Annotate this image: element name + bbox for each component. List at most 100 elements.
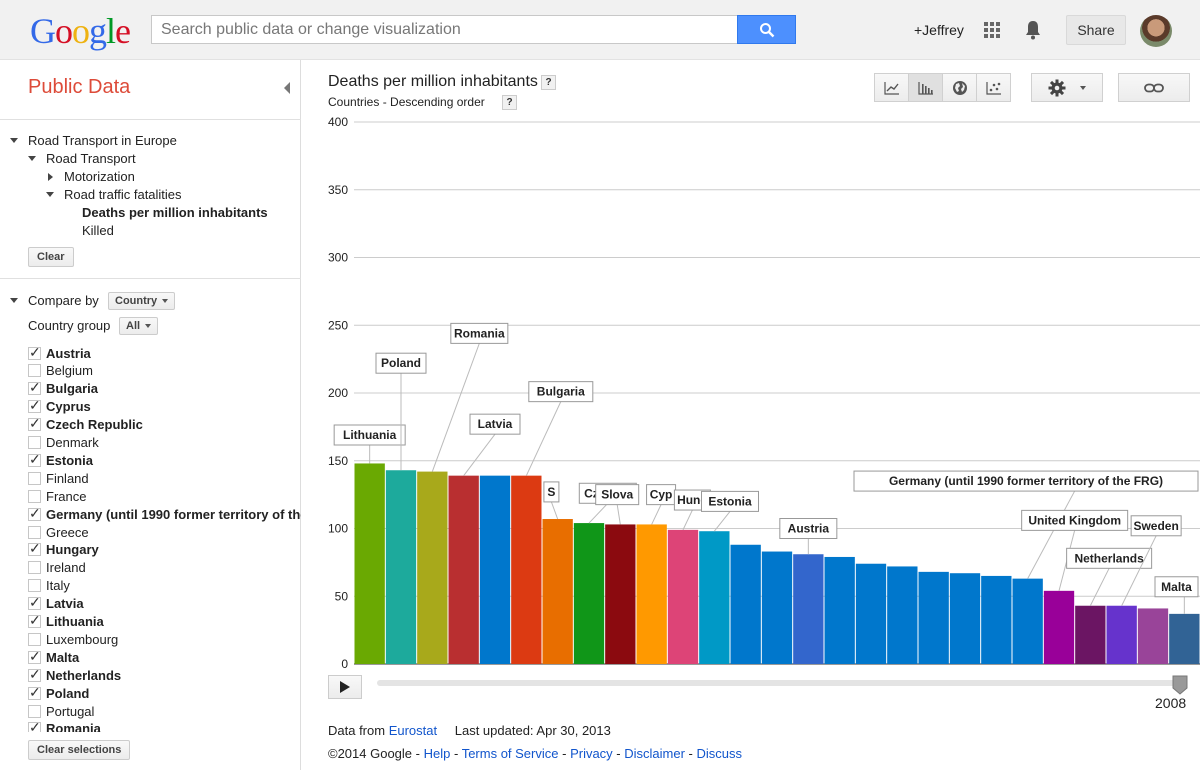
country-item[interactable]: Romania <box>28 719 101 732</box>
checkbox[interactable] <box>28 505 41 522</box>
checkbox[interactable] <box>28 344 41 361</box>
share-button[interactable]: Share <box>1066 15 1126 45</box>
bar[interactable] <box>1012 578 1043 664</box>
country-item[interactable]: France <box>28 487 86 505</box>
country-item[interactable]: Ireland <box>28 559 86 577</box>
tree-item[interactable]: Motorization <box>64 169 135 184</box>
footer-link[interactable]: Discuss <box>696 746 742 761</box>
country-item[interactable]: Netherlands <box>28 666 121 684</box>
checkbox[interactable] <box>28 666 41 683</box>
tree-item[interactable]: Road Transport <box>46 151 136 166</box>
map-button[interactable] <box>942 73 977 102</box>
expand-icon[interactable] <box>28 156 36 161</box>
country-item[interactable]: Estonia <box>28 451 93 469</box>
country-group-dropdown[interactable]: All <box>119 317 159 335</box>
line-chart-button[interactable] <box>874 73 909 102</box>
bar[interactable] <box>1043 590 1075 664</box>
bar[interactable] <box>542 519 573 664</box>
compare-by-dropdown[interactable]: Country <box>108 292 176 310</box>
bar[interactable] <box>511 475 542 664</box>
country-item[interactable]: Bulgaria <box>28 379 98 398</box>
expand-icon[interactable] <box>10 138 18 143</box>
checkbox[interactable] <box>28 415 41 432</box>
country-item[interactable]: Italy <box>28 577 70 595</box>
bar[interactable] <box>699 531 730 664</box>
country-item[interactable]: Denmark <box>28 434 99 452</box>
checkbox[interactable] <box>28 561 41 575</box>
country-item[interactable]: Cyprus <box>28 397 91 416</box>
eurostat-link[interactable]: Eurostat <box>388 723 438 738</box>
checkbox[interactable] <box>28 684 41 701</box>
bar[interactable] <box>479 475 511 664</box>
country-list[interactable]: Austria Belgium Bulgaria Cyprus Czech Republ… <box>28 344 301 732</box>
country-item[interactable]: Luxembourg <box>28 630 118 648</box>
footer-link[interactable]: Disclaimer <box>624 746 685 761</box>
search-button[interactable] <box>737 15 796 44</box>
link-button[interactable] <box>1118 73 1190 102</box>
bell-icon[interactable] <box>1024 19 1042 41</box>
country-item[interactable]: Latvia <box>28 594 84 613</box>
bar[interactable] <box>730 544 761 664</box>
checkbox[interactable] <box>28 379 41 396</box>
checkbox[interactable] <box>28 451 41 468</box>
bar[interactable] <box>636 524 667 664</box>
help-icon[interactable]: ? <box>541 75 556 90</box>
bar[interactable] <box>761 551 793 664</box>
bar[interactable] <box>793 554 824 664</box>
sidebar-title[interactable]: Public Data <box>28 76 131 98</box>
google-logo[interactable]: Google <box>30 10 131 52</box>
checkbox[interactable] <box>28 719 41 732</box>
bar[interactable] <box>1106 605 1137 664</box>
search-input[interactable] <box>151 15 738 44</box>
user-link[interactable]: +Jeffrey <box>914 22 964 38</box>
play-button[interactable] <box>328 675 362 699</box>
bar[interactable] <box>918 571 949 664</box>
country-item[interactable]: Hungary <box>28 540 99 559</box>
checkbox[interactable] <box>28 579 41 593</box>
bar-chart-button[interactable] <box>908 73 943 102</box>
tree-item[interactable]: Road traffic fatalities <box>64 187 182 202</box>
bar[interactable] <box>354 463 385 664</box>
apps-icon[interactable] <box>984 22 1000 38</box>
country-item[interactable]: Lithuania <box>28 612 104 631</box>
checkbox[interactable] <box>28 436 41 449</box>
tree-item[interactable]: Deaths per million inhabitants <box>82 205 268 220</box>
country-item[interactable]: Germany (until 1990 former territory of … <box>28 505 301 523</box>
expand-icon[interactable] <box>46 192 54 197</box>
bar[interactable] <box>605 524 636 664</box>
bar[interactable] <box>1137 608 1169 664</box>
checkbox[interactable] <box>28 648 41 665</box>
bar[interactable] <box>448 475 479 664</box>
bar[interactable] <box>385 470 417 664</box>
expand-compare-icon[interactable] <box>10 298 18 303</box>
timeline-handle[interactable] <box>1172 675 1188 695</box>
checkbox[interactable] <box>28 471 41 485</box>
checkbox[interactable] <box>28 489 41 503</box>
help-icon[interactable]: ? <box>502 95 517 110</box>
country-item[interactable]: Malta <box>28 648 79 666</box>
bar[interactable] <box>1169 613 1200 664</box>
checkbox[interactable] <box>28 704 41 718</box>
bar[interactable] <box>949 573 981 664</box>
bar[interactable] <box>887 566 918 664</box>
checkbox[interactable] <box>28 594 41 611</box>
checkbox[interactable] <box>28 364 41 378</box>
timeline-slider[interactable] <box>377 680 1185 686</box>
clear-selections-button[interactable]: Clear selections <box>28 740 131 760</box>
scatter-button[interactable] <box>976 73 1011 102</box>
footer-link[interactable]: Terms of Service <box>461 746 559 761</box>
country-item[interactable]: Finland <box>28 469 89 487</box>
bar[interactable] <box>1075 605 1106 664</box>
country-item[interactable]: Austria <box>28 344 91 362</box>
bar[interactable] <box>417 471 448 664</box>
checkbox[interactable] <box>28 612 41 629</box>
country-item[interactable]: Poland <box>28 684 89 702</box>
country-item[interactable]: Portugal <box>28 702 94 720</box>
footer-link[interactable]: Privacy <box>570 746 613 761</box>
collapse-sidebar-icon[interactable] <box>284 82 290 94</box>
collapse-icon[interactable] <box>48 173 53 181</box>
bar[interactable] <box>573 523 605 664</box>
bar[interactable] <box>824 556 855 664</box>
bar-chart[interactable]: 0 50 100 150 200 250 300 350 400 Lithuania Poland R… <box>320 112 1200 672</box>
country-item[interactable]: Greece <box>28 523 89 541</box>
